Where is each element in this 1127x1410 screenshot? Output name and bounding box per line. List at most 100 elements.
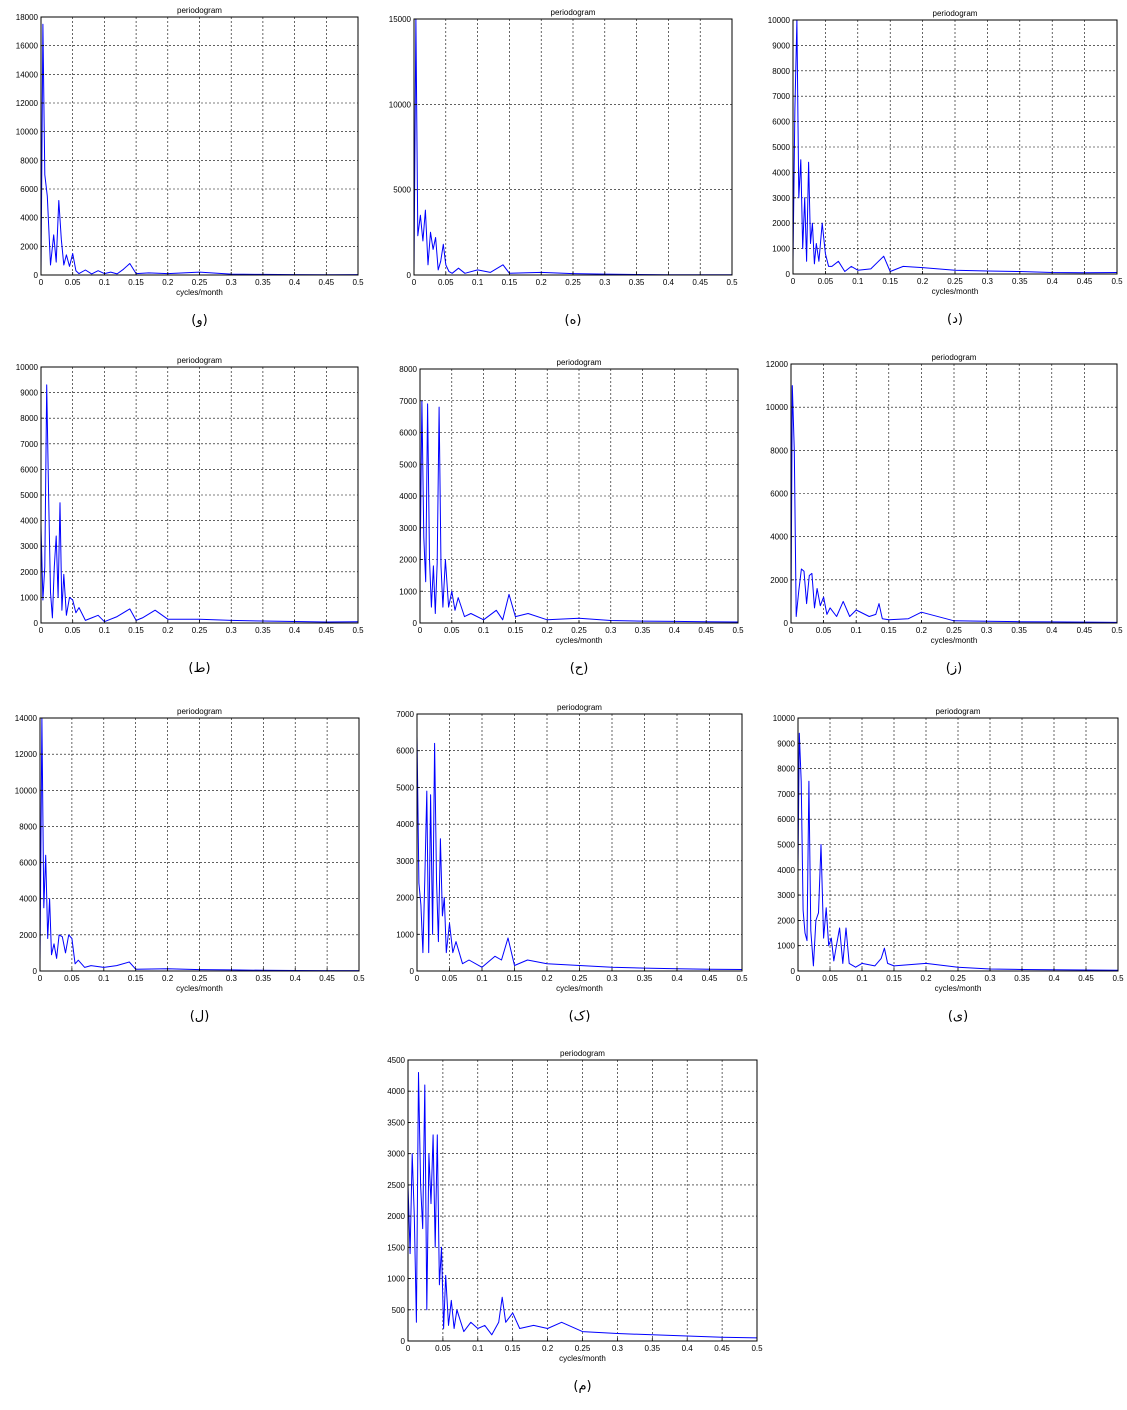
periodogram-panel: 0 0.05 0.1 0.15 0.2 0.25 0.3 0.35 0.4 0.45 0.5 0 500…: [389, 8, 738, 328]
x-tick-label: 0.2: [162, 626, 174, 635]
x-tick-label: 0.5: [1111, 277, 1123, 286]
y-tick-label: 6000: [19, 859, 37, 868]
y-tick-label: 3000: [20, 542, 38, 551]
x-tick-label: 0: [789, 626, 794, 635]
x-tick-label: 0.45: [702, 974, 718, 983]
periodogram-panel: 0 0.05 0.1 0.15 0.2 0.25 0.3 0.35 0.4 0.45 0.5 0 100…: [768, 9, 1123, 327]
y-tick-label: 4000: [772, 168, 790, 177]
x-tick-label: 0.2: [162, 278, 174, 287]
y-tick-label: 10000: [16, 128, 39, 137]
x-axis-label: cycles/month: [559, 1354, 606, 1363]
x-tick-label: 0.15: [882, 277, 898, 286]
x-tick-label: 0: [796, 974, 801, 983]
y-tick-label: 3000: [772, 194, 790, 203]
x-tick-label: 0.2: [162, 974, 174, 983]
periodogram-line: [40, 384, 359, 623]
y-tick-label: 5000: [20, 491, 38, 500]
y-tick-label: 7000: [399, 397, 417, 406]
y-tick-label: 0: [791, 967, 796, 976]
y-tick-label: 14000: [15, 714, 38, 723]
y-tick-label: 2000: [20, 568, 38, 577]
x-tick-label: 0.05: [65, 278, 81, 287]
x-tick-label: 0.05: [64, 974, 80, 983]
x-tick-label: 0.4: [1048, 974, 1060, 983]
periodogram-line: [39, 717, 359, 972]
y-tick-label: 4000: [20, 517, 38, 526]
y-tick-label: 10000: [773, 714, 796, 723]
periodogram-panel: 0 0.05 0.1 0.15 0.2 0.25 0.3 0.35 0.4 0.45 0.5 0 500…: [387, 1049, 763, 1394]
x-tick-label: 0.1: [472, 278, 484, 287]
y-tick-label: 0: [34, 271, 39, 280]
x-tick-label: 0.25: [575, 1344, 591, 1353]
x-tick-label: 0: [418, 626, 423, 635]
y-tick-label: 8000: [399, 365, 417, 374]
x-tick-label: 0.3: [984, 974, 996, 983]
periodogram-panel: 0 0.05 0.1 0.15 0.2 0.25 0.3 0.35 0.4 0.45 0.5 0 100…: [773, 707, 1124, 1024]
y-tick-label: 2000: [20, 242, 38, 251]
x-tick-label: 0.05: [442, 974, 458, 983]
y-tick-label: 6000: [20, 185, 38, 194]
y-tick-label: 8000: [772, 67, 790, 76]
y-tick-label: 5000: [772, 143, 790, 152]
x-tick-label: 0.45: [319, 974, 335, 983]
panel-caption: (و): [191, 313, 207, 328]
x-tick-label: 0: [39, 626, 44, 635]
x-tick-label: 0: [791, 277, 796, 286]
y-tick-label: 6000: [777, 815, 795, 824]
y-tick-label: 9000: [20, 389, 38, 398]
x-tick-label: 0.1: [98, 974, 110, 983]
y-tick-label: 3500: [387, 1118, 405, 1127]
x-tick-label: 0: [415, 974, 420, 983]
x-tick-label: 0.15: [507, 974, 523, 983]
y-tick-label: 500: [392, 1306, 406, 1315]
x-tick-label: 0.15: [508, 626, 524, 635]
x-tick-label: 0.05: [816, 626, 832, 635]
x-tick-label: 0.15: [881, 626, 897, 635]
x-tick-label: 0.25: [192, 626, 208, 635]
x-tick-label: 0.25: [565, 278, 581, 287]
x-tick-label: 0.4: [682, 1344, 694, 1353]
x-tick-label: 0.25: [192, 974, 208, 983]
x-axis-label: cycles/month: [556, 984, 603, 993]
y-tick-label: 12000: [766, 360, 789, 369]
x-tick-label: 0.25: [571, 626, 587, 635]
x-tick-label: 0.3: [226, 278, 238, 287]
plot-title: periodogram: [936, 707, 981, 716]
x-tick-label: 0.45: [1078, 974, 1094, 983]
y-tick-label: 3000: [396, 857, 414, 866]
plot-title: periodogram: [177, 356, 222, 365]
y-tick-label: 2000: [396, 894, 414, 903]
y-tick-label: 4000: [20, 214, 38, 223]
y-tick-label: 10000: [766, 403, 789, 412]
x-tick-label: 0: [39, 278, 44, 287]
y-tick-label: 3000: [399, 524, 417, 533]
y-tick-label: 9000: [772, 41, 790, 50]
y-tick-label: 2000: [19, 931, 37, 940]
x-tick-label: 0.35: [256, 974, 272, 983]
x-tick-label: 0.4: [289, 626, 301, 635]
y-tick-label: 5000: [777, 841, 795, 850]
y-tick-label: 8000: [770, 446, 788, 455]
x-tick-label: 0.2: [542, 626, 554, 635]
y-tick-label: 5000: [399, 460, 417, 469]
y-tick-label: 0: [34, 619, 39, 628]
y-tick-label: 9000: [777, 739, 795, 748]
periodogram-line: [407, 1072, 758, 1339]
plot-title: periodogram: [933, 9, 978, 18]
panel-caption: (ی): [948, 1009, 968, 1024]
x-tick-label: 0.05: [818, 277, 834, 286]
y-tick-label: 4000: [399, 492, 417, 501]
y-tick-label: 3000: [777, 891, 795, 900]
x-tick-label: 0.05: [65, 626, 81, 635]
y-tick-label: 4000: [770, 533, 788, 542]
y-tick-label: 8000: [20, 414, 38, 423]
y-tick-label: 7000: [777, 790, 795, 799]
x-tick-label: 0.15: [886, 974, 902, 983]
x-tick-label: 0.25: [950, 974, 966, 983]
x-tick-label: 0.35: [629, 278, 645, 287]
periodogram-panel: 0 0.05 0.1 0.15 0.2 0.25 0.3 0.35 0.4 0.45 0.5 0 100…: [396, 703, 748, 1024]
x-tick-label: 0.15: [128, 626, 144, 635]
x-axis-label: cycles/month: [935, 984, 982, 993]
y-tick-label: 6000: [396, 747, 414, 756]
y-tick-label: 2500: [387, 1181, 405, 1190]
